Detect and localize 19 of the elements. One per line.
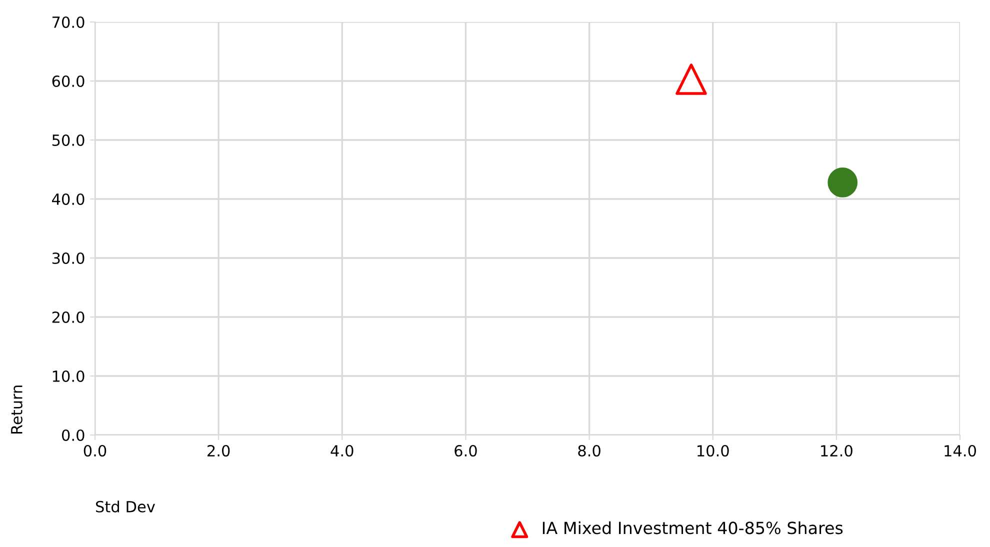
x-tick-label: 8.0: [578, 444, 600, 457]
y-tick-label: 60.0: [52, 75, 84, 88]
y-tick-label: 10.0: [52, 370, 84, 382]
y-tick-label: 30.0: [52, 252, 84, 264]
y-tick-label: 40.0: [52, 193, 84, 206]
x-tick-label: 4.0: [330, 444, 354, 457]
x-tick-label: 14.0: [944, 444, 976, 457]
y-tick-label: 70.0: [52, 16, 84, 28]
x-tick-label: 6.0: [454, 444, 477, 457]
legend-label: IA Mixed Investment 40-85% Shares: [542, 521, 843, 534]
y-tick-label: 20.0: [52, 311, 84, 324]
x-tick-label: 10.0: [698, 444, 729, 457]
y-tick-label: 50.0: [52, 134, 84, 146]
x-tick-label: 12.0: [821, 444, 852, 457]
x-tick-label: 0.0: [84, 444, 106, 457]
y-tick-label: 0.0: [62, 429, 84, 442]
y-axis-title: Return: [11, 386, 22, 434]
x-tick-label: 2.0: [208, 444, 230, 457]
x-axis-title: Std Dev: [96, 500, 155, 512]
